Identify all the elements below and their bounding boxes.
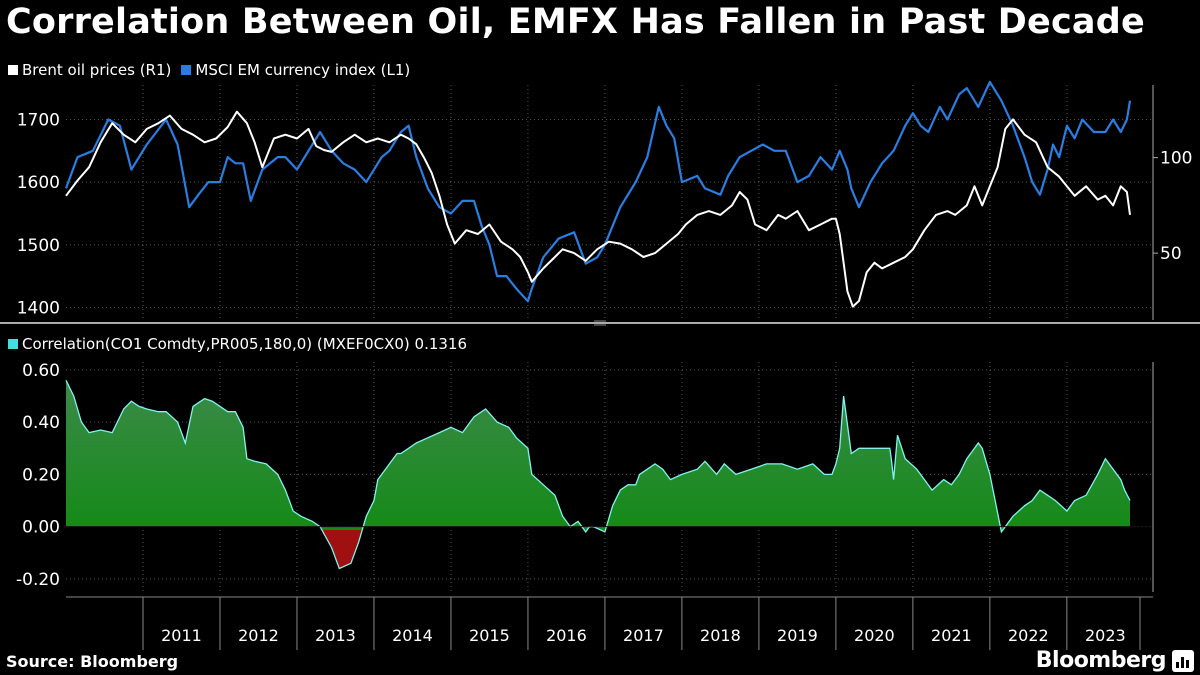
source-note: Source: Bloomberg bbox=[6, 652, 179, 671]
price-lines-layer bbox=[64, 80, 1132, 308]
correlation-tick-label: 0.00 bbox=[22, 518, 60, 538]
x-tick-label: 2014 bbox=[392, 626, 433, 645]
bloomberg-chart-icon bbox=[1172, 650, 1194, 672]
left-axis-tick-label: 1400 bbox=[17, 298, 60, 318]
legend-item-correlation: Correlation(CO1 Comdty,PR005,180,0) (MXE… bbox=[8, 335, 467, 353]
bloomberg-logo: Bloomberg bbox=[1035, 648, 1167, 673]
x-tick-label: 2021 bbox=[931, 626, 972, 645]
legend-label-msci: MSCI EM currency index (L1) bbox=[195, 61, 411, 79]
legend-label-brent: Brent oil prices (R1) bbox=[22, 61, 172, 79]
chart-title: Correlation Between Oil, EMFX Has Fallen… bbox=[6, 2, 1145, 42]
right-axis-tick-label: 50 bbox=[1160, 244, 1182, 264]
tick-labels-layer: 2011 2012 2013 2014 2015 2016 2017 2018 2019 2020… bbox=[16, 110, 1192, 645]
x-tick-label: 2020 bbox=[854, 626, 895, 645]
x-tick-label: 2019 bbox=[777, 626, 818, 645]
left-axis-tick-label: 1500 bbox=[17, 236, 60, 256]
correlation-tick-label: 0.20 bbox=[22, 465, 60, 485]
x-tick-label: 2011 bbox=[161, 626, 202, 645]
x-tick-label: 2012 bbox=[238, 626, 279, 645]
bottom-panel-legend: Correlation(CO1 Comdty,PR005,180,0) (MXE… bbox=[8, 335, 477, 353]
x-tick-label: 2023 bbox=[1085, 626, 1126, 645]
legend-swatch-msci bbox=[181, 65, 192, 75]
x-tick-label: 2017 bbox=[623, 626, 664, 645]
legend-swatch-correlation bbox=[8, 339, 18, 349]
brent-oil-line bbox=[65, 110, 1131, 308]
legend-swatch-brent bbox=[8, 65, 18, 75]
axes-layer bbox=[0, 85, 1200, 650]
left-axis-tick-label: 1700 bbox=[17, 110, 60, 130]
x-tick-label: 2015 bbox=[469, 626, 510, 645]
top-panel-grid bbox=[66, 85, 1153, 320]
right-axis-tick-label: 100 bbox=[1160, 149, 1192, 169]
legend-item-brent: Brent oil prices (R1) bbox=[8, 61, 171, 79]
legend-label-correlation: Correlation(CO1 Comdty,PR005,180,0) (MXE… bbox=[22, 335, 468, 353]
msci-em-currency-line bbox=[64, 80, 1132, 303]
correlation-tick-label: 0.60 bbox=[22, 361, 60, 381]
x-tick-label: 2018 bbox=[700, 626, 741, 645]
x-tick-label: 2016 bbox=[546, 626, 587, 645]
legend-item-msci: MSCI EM currency index (L1) bbox=[181, 61, 410, 79]
x-tick-label: 2013 bbox=[315, 626, 356, 645]
correlation-area-layer bbox=[65, 380, 1153, 570]
x-tick-label: 2022 bbox=[1008, 626, 1049, 645]
top-panel-legend: Brent oil prices (R1) MSCI EM currency i… bbox=[8, 61, 420, 79]
correlation-positive-area bbox=[66, 380, 1130, 530]
correlation-tick-label: 0.40 bbox=[22, 413, 60, 433]
correlation-tick-label: -0.20 bbox=[16, 570, 60, 590]
left-axis-tick-label: 1600 bbox=[17, 173, 60, 193]
